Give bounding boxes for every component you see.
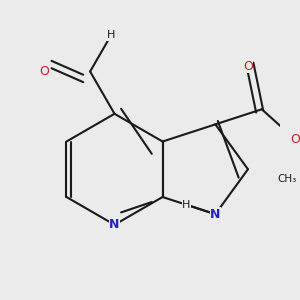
Text: O: O	[40, 65, 50, 78]
Text: H: H	[182, 200, 190, 210]
Text: N: N	[109, 218, 120, 231]
Text: O: O	[243, 59, 253, 73]
Text: N: N	[210, 208, 220, 221]
Text: O: O	[291, 133, 300, 146]
Text: H: H	[107, 30, 115, 40]
Text: CH₃: CH₃	[278, 174, 297, 184]
